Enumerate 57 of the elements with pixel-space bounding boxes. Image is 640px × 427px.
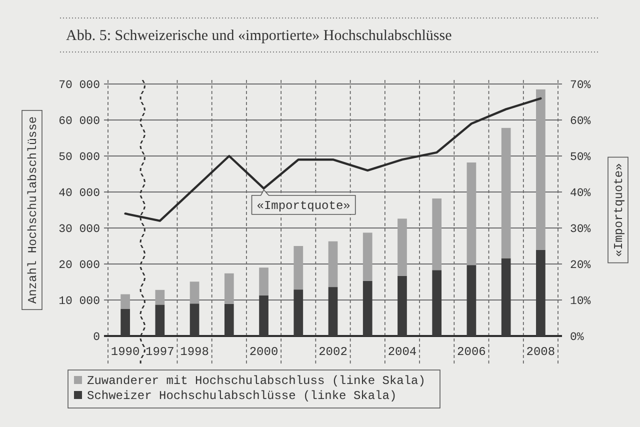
bar xyxy=(294,246,304,290)
bar xyxy=(190,304,200,336)
bar xyxy=(362,232,372,281)
y-tick-label: 0 xyxy=(93,331,100,344)
bar xyxy=(259,295,268,336)
x-tick-label: 2002 xyxy=(318,345,348,359)
line-series xyxy=(124,97,542,222)
y2-tick-label: 10% xyxy=(570,295,591,308)
bar xyxy=(398,218,407,276)
x-tick-label: 2004 xyxy=(388,345,417,359)
y2-tick-label: 50% xyxy=(570,151,591,164)
y-axis-title: Anzahl Hochschulabschlüsse xyxy=(26,116,40,304)
bar xyxy=(536,250,546,336)
y-tick-label: 60 000 xyxy=(58,115,100,128)
bar xyxy=(259,268,268,296)
y-tick-label: 70 000 xyxy=(58,79,100,92)
bar xyxy=(398,276,407,336)
bar xyxy=(120,309,130,336)
legend-label: Schweizer Hochschulabschlüsse (linke Skala) xyxy=(87,389,397,403)
legend-label: Zuwanderer mit Hochschulabschluss (linke Skala) xyxy=(87,374,426,388)
bar xyxy=(120,294,130,309)
y-tick-label: 10 000 xyxy=(58,295,100,308)
x-tick-label: 1997 xyxy=(146,345,174,359)
y2-tick-label: 40% xyxy=(570,187,591,200)
bar xyxy=(328,241,338,288)
bar xyxy=(224,304,234,336)
y-tick-label: 20 000 xyxy=(58,259,100,272)
x-tick-label: 2008 xyxy=(526,345,556,359)
y-tick-label: 50 000 xyxy=(58,151,100,164)
y2-tick-label: 70% xyxy=(570,79,591,92)
y2-tick-label: 0% xyxy=(570,331,584,344)
x-tick-label: 2006 xyxy=(457,345,486,359)
x-tick-label: 2000 xyxy=(249,345,278,359)
y2-tick-label: 30% xyxy=(570,223,591,236)
bar xyxy=(328,287,338,336)
y2-axis-title: «Importquote» xyxy=(612,163,626,257)
x-tick-label: 1998 xyxy=(180,345,209,359)
bar xyxy=(501,258,511,336)
bar xyxy=(224,273,234,304)
chart-title: Abb. 5: Schweizerische und «importierte» Hochschulabschlüsse xyxy=(66,28,452,44)
y2-tick-label: 20% xyxy=(570,259,591,272)
bar xyxy=(294,290,304,336)
bar xyxy=(466,162,476,266)
y-tick-label: 30 000 xyxy=(58,223,100,236)
bar xyxy=(432,198,442,270)
x-tick-label: 1990 xyxy=(110,345,140,359)
bar xyxy=(501,128,511,258)
y2-tick-label: 60% xyxy=(570,115,591,128)
bar xyxy=(190,282,200,304)
bar xyxy=(155,304,165,336)
bar xyxy=(466,265,476,336)
bar xyxy=(362,280,372,336)
bar xyxy=(432,270,442,336)
bar xyxy=(155,290,165,305)
y-tick-label: 40 000 xyxy=(58,187,100,200)
bar xyxy=(536,89,546,250)
annotation: «Importquote» xyxy=(256,198,350,213)
